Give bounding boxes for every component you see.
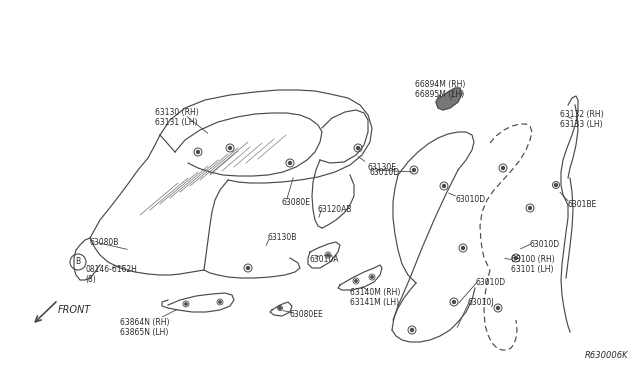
Text: 63140M (RH)
63141M (LH): 63140M (RH) 63141M (LH) [350,288,401,307]
Text: 63120AB: 63120AB [318,205,353,214]
Text: 63130B: 63130B [268,233,298,242]
Circle shape [461,247,465,250]
Circle shape [554,183,557,186]
Circle shape [442,185,445,187]
Text: B: B [76,257,81,266]
Text: 63080E: 63080E [282,198,311,207]
Text: 08146-6162H
(8): 08146-6162H (8) [85,265,137,285]
Text: 63100 (RH)
63101 (LH): 63100 (RH) 63101 (LH) [511,255,555,275]
Text: 63864N (RH)
63865N (LH): 63864N (RH) 63865N (LH) [120,318,170,337]
Text: R630006K: R630006K [584,351,628,360]
Circle shape [327,254,329,256]
Circle shape [279,307,281,309]
Text: 63080EE: 63080EE [290,310,324,319]
Circle shape [228,147,232,150]
Text: 63010D: 63010D [370,168,400,177]
Circle shape [502,167,504,170]
Circle shape [289,161,291,164]
Text: 63130 (RH)
63131 (LH): 63130 (RH) 63131 (LH) [155,108,199,127]
Circle shape [529,206,531,209]
Circle shape [185,303,187,305]
Circle shape [452,301,456,304]
Text: 63010D: 63010D [476,278,506,287]
Text: 66894M (RH)
66895M (LH): 66894M (RH) 66895M (LH) [415,80,465,99]
Text: 63010D: 63010D [455,195,485,204]
Circle shape [371,276,373,278]
Text: 63010J: 63010J [468,298,495,307]
Text: 63080B: 63080B [90,238,120,247]
Circle shape [356,147,360,150]
Text: 63130E: 63130E [367,163,396,172]
Circle shape [497,307,499,310]
Text: FRONT: FRONT [58,305,92,315]
Circle shape [410,328,413,331]
Text: 63132 (RH)
63133 (LH): 63132 (RH) 63133 (LH) [560,110,604,129]
Circle shape [515,257,518,260]
Circle shape [413,169,415,171]
Polygon shape [436,88,462,110]
Circle shape [355,280,357,282]
Circle shape [196,151,200,154]
Circle shape [219,301,221,303]
Text: 63010D: 63010D [530,240,560,249]
Text: 63010A: 63010A [310,255,339,264]
Text: 6301BE: 6301BE [567,200,596,209]
Circle shape [246,266,250,269]
